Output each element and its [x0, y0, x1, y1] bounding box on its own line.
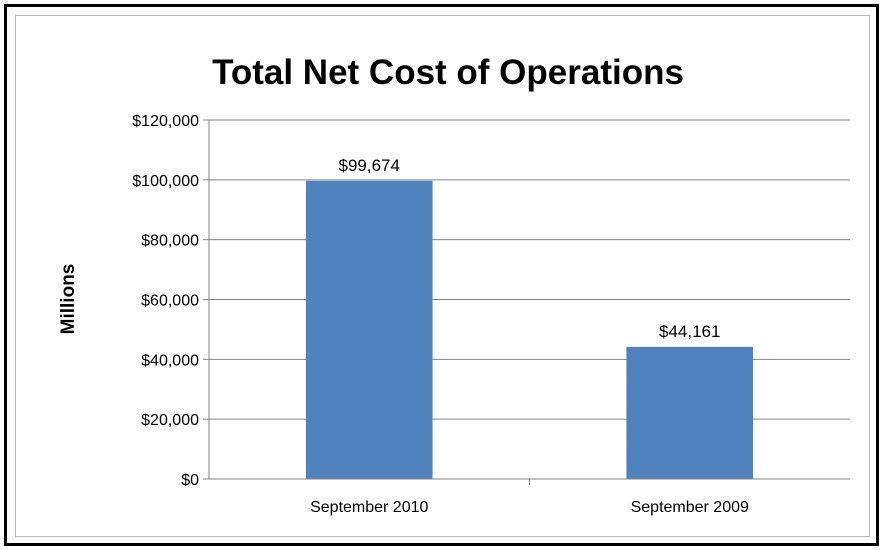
gridlines [209, 119, 850, 420]
y-axis-label: Millions [58, 264, 79, 335]
data-label: $99,674 [339, 156, 400, 175]
axes [203, 119, 850, 485]
labels: $0 $20,000 $40,000 $60,000 $80,000 $100,000 $1… [132, 113, 749, 516]
bar-chart: Total Net Cost of Operations Millions $0… [58, 53, 850, 516]
chart-frame: Total Net Cost of Operations Millions $0… [4, 4, 879, 546]
x-tick-label: September 2010 [310, 499, 428, 516]
chart-area [15, 15, 870, 537]
y-tick-label: $80,000 [141, 233, 199, 250]
y-tick-label: $60,000 [141, 293, 199, 310]
bar [305, 180, 433, 480]
y-tick-label: $40,000 [141, 352, 199, 369]
x-tick-label: September 2009 [631, 499, 749, 516]
y-tick-label: $20,000 [141, 412, 199, 429]
bar [626, 346, 754, 479]
y-tick-label: $120,000 [132, 113, 199, 130]
y-tick-label: $100,000 [132, 173, 199, 190]
bars [305, 180, 754, 480]
y-tick-label: $0 [181, 472, 199, 489]
data-label: $44,161 [659, 322, 720, 341]
chart-title: Total Net Cost of Operations [212, 53, 684, 92]
